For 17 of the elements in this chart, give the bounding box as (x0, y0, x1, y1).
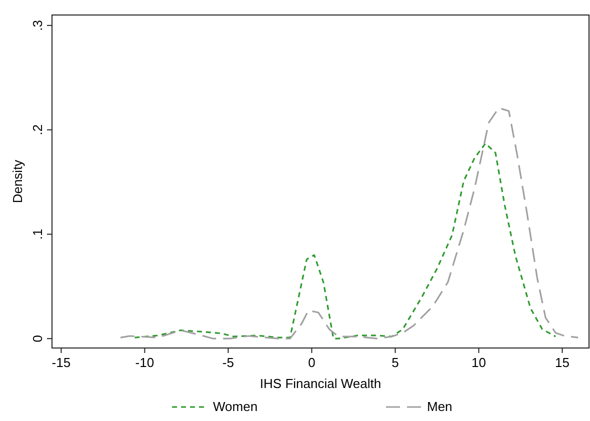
legend-label: Men (427, 399, 452, 414)
y-tick-label: 0 (30, 334, 45, 342)
y-tick-label: .2 (30, 124, 45, 136)
x-tick-label: -10 (135, 355, 154, 370)
x-tick-label: 0 (308, 355, 316, 370)
x-tick-label: 15 (555, 355, 570, 370)
line-series (120, 107, 579, 340)
x-axis-title: IHS Financial Wealth (260, 376, 382, 391)
x-tick-label: 10 (472, 355, 486, 370)
y-tick-label: .3 (30, 20, 45, 31)
x-tick-label: -5 (222, 355, 234, 370)
y-axis-title: Density (10, 159, 25, 204)
x-tick-label: 5 (392, 355, 399, 370)
legend-label: Women (213, 399, 258, 414)
x-tick-label: -15 (52, 355, 71, 370)
y-tick-label: .1 (30, 228, 45, 240)
line-series (134, 142, 556, 340)
